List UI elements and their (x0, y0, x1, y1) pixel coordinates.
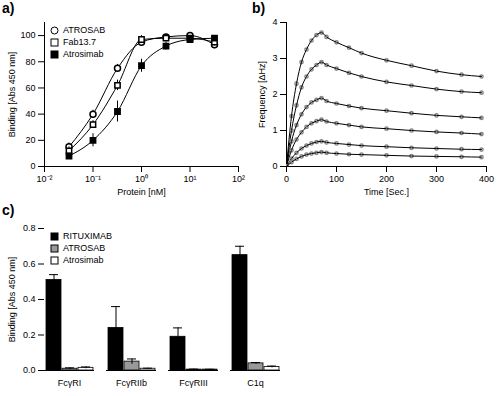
svg-text:3: 3 (272, 53, 277, 63)
html-text:RITUXIMAB: RITUXIMAB (63, 231, 112, 241)
html-text:ATROSAB: ATROSAB (63, 243, 106, 253)
svg-text:0: 0 (30, 161, 35, 171)
svg-text:10⁻¹: 10⁻¹ (85, 174, 101, 184)
svg-text:FcγRIII: FcγRIII (179, 378, 208, 388)
svg-text:0.0: 0.0 (23, 365, 36, 375)
svg-text:60: 60 (25, 83, 35, 93)
svg-text:FcγRIIb: FcγRIIb (116, 378, 147, 388)
svg-text:300: 300 (429, 174, 444, 184)
svg-text:20: 20 (25, 135, 35, 145)
svg-text:2: 2 (272, 89, 277, 99)
svg-text:40: 40 (25, 109, 35, 119)
html-text:c): c) (2, 202, 15, 218)
svg-text:0.6: 0.6 (23, 259, 36, 269)
svg-text:Frequency [ΔHz]: Frequency [ΔHz] (257, 61, 267, 128)
svg-text:Binding [Abs 450 nm]: Binding [Abs 450 nm] (7, 257, 17, 343)
html-text:Atrosimab: Atrosimab (63, 49, 104, 59)
html-text:b): b) (252, 0, 266, 16)
svg-text:200: 200 (379, 174, 394, 184)
html-text:Fab13.7: Fab13.7 (63, 37, 96, 47)
svg-text:0.2: 0.2 (23, 330, 36, 340)
svg-text:0: 0 (284, 174, 289, 184)
svg-text:10¹: 10¹ (183, 174, 196, 184)
svg-text:10⁻²: 10⁻² (36, 174, 52, 184)
svg-text:400: 400 (479, 174, 494, 184)
html-text:Atrosimab: Atrosimab (63, 255, 104, 265)
svg-text:100: 100 (329, 174, 344, 184)
svg-text:0: 0 (272, 161, 277, 171)
svg-text:FcγRI: FcγRI (58, 378, 82, 388)
svg-text:Time [Sec.]: Time [Sec.] (364, 187, 409, 197)
svg-text:10⁰: 10⁰ (135, 174, 148, 184)
svg-text:4: 4 (272, 17, 277, 27)
svg-text:Binding [Abs 450 nm]: Binding [Abs 450 nm] (7, 52, 17, 138)
svg-text:1: 1 (272, 125, 277, 135)
html-text:a): a) (2, 0, 15, 16)
html-text:ATROSAB: ATROSAB (63, 25, 106, 35)
svg-text:10²: 10² (232, 174, 245, 184)
svg-text:C1q: C1q (247, 378, 264, 388)
svg-text:0.4: 0.4 (23, 294, 36, 304)
svg-text:80: 80 (25, 57, 35, 67)
svg-text:100: 100 (20, 30, 35, 40)
svg-text:Protein [nM]: Protein [nM] (117, 187, 166, 197)
svg-text:0.8: 0.8 (23, 223, 36, 233)
